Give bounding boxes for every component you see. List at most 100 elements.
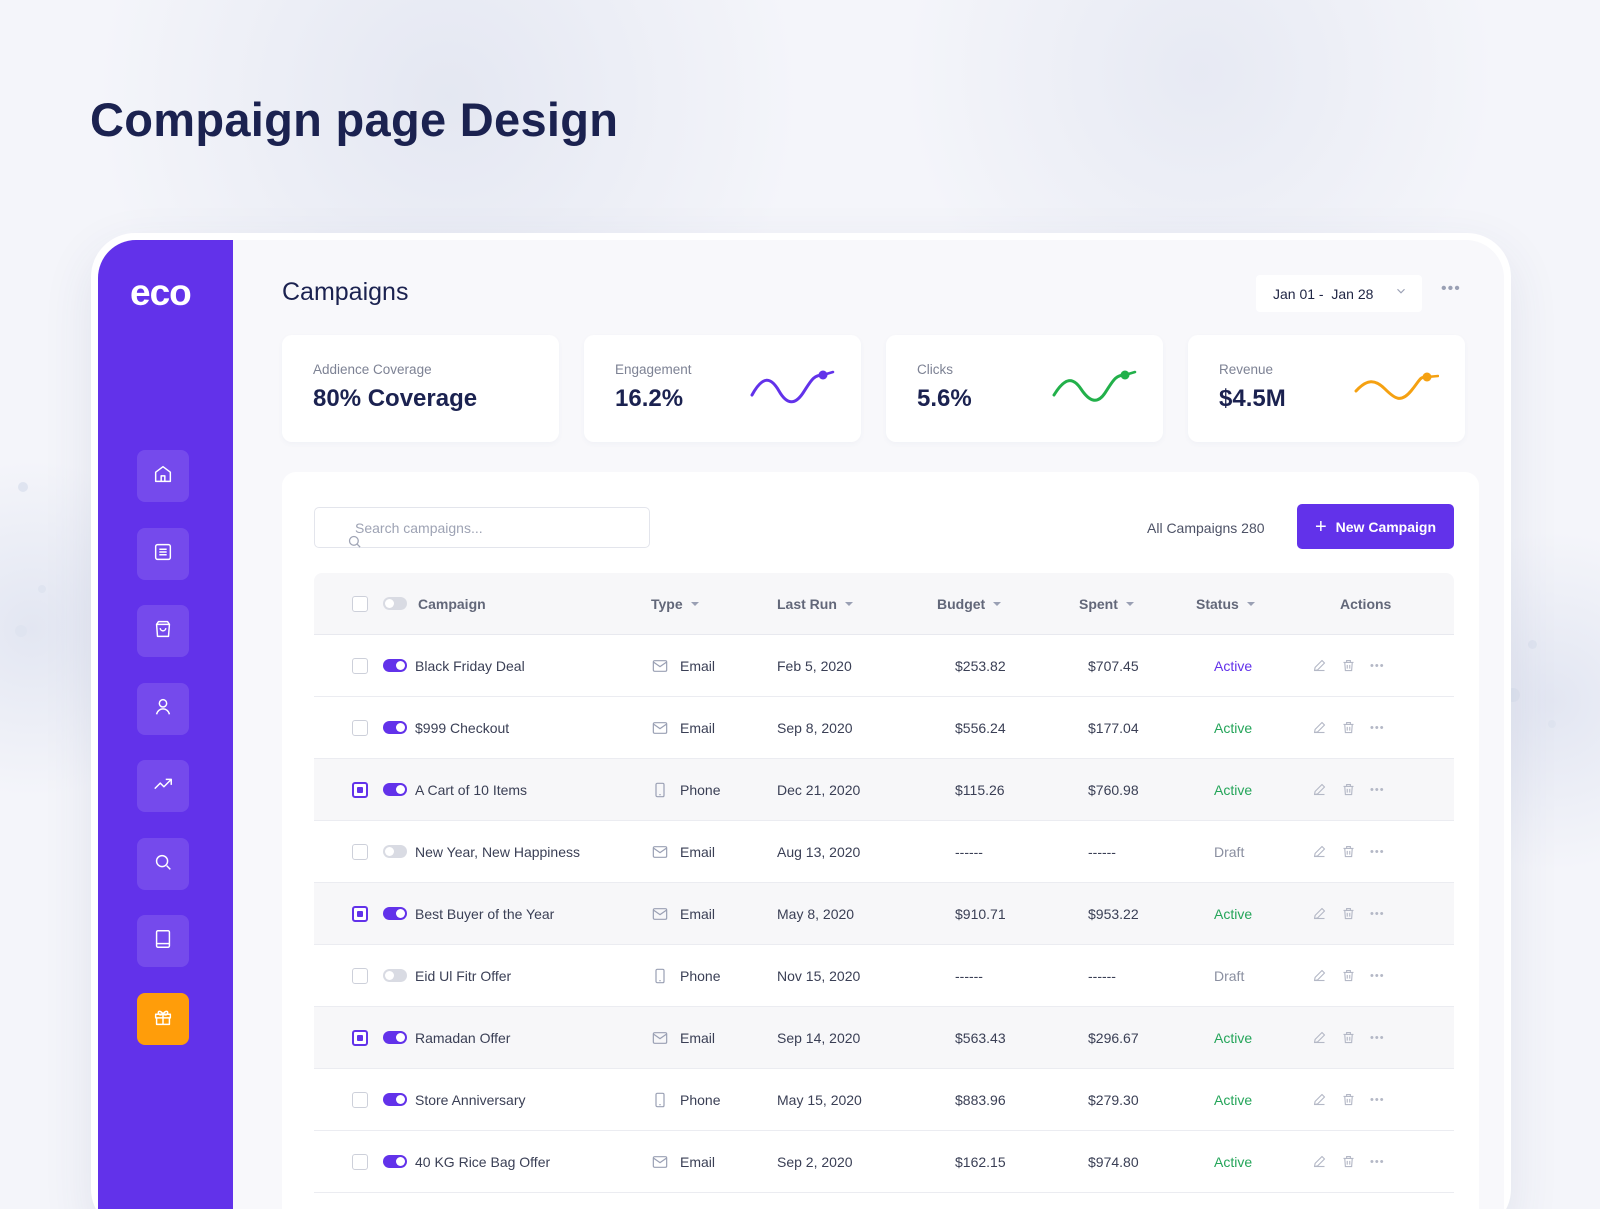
edit-icon[interactable] xyxy=(1312,844,1327,859)
table-row[interactable]: Ramadan Offer Email Sep 14, 2020 $563.43… xyxy=(314,1007,1454,1069)
edit-icon[interactable] xyxy=(1312,720,1327,735)
delete-icon[interactable] xyxy=(1341,968,1356,983)
delete-icon[interactable] xyxy=(1341,658,1356,673)
more-options-icon[interactable]: ••• xyxy=(1370,907,1385,920)
delete-icon[interactable] xyxy=(1341,782,1356,797)
row-checkbox[interactable] xyxy=(352,1029,368,1046)
row-toggle-switch[interactable] xyxy=(383,907,407,920)
table-row[interactable]: 40 KG Rice Bag Offer Email Sep 2, 2020 $… xyxy=(314,1131,1454,1193)
more-options-icon[interactable]: ••• xyxy=(1370,845,1385,858)
nav-item-home[interactable] xyxy=(137,450,189,502)
chevron-down-icon xyxy=(1394,284,1408,301)
row-cell: ------ xyxy=(1088,945,1116,1006)
email-icon xyxy=(651,1155,669,1169)
more-options-icon[interactable]: ••• xyxy=(1370,1031,1385,1044)
delete-icon[interactable] xyxy=(1341,720,1356,735)
nav-item-analytics[interactable] xyxy=(137,760,189,812)
nav-item-shop[interactable] xyxy=(137,605,189,657)
status-badge: Active xyxy=(1214,1153,1253,1170)
row-checkbox[interactable] xyxy=(352,1153,368,1170)
table-row[interactable]: Eid Ul Fitr Offer Phone Nov 15, 2020 ---… xyxy=(314,945,1454,1007)
row-toggle-switch[interactable] xyxy=(383,659,407,672)
column-header-budget[interactable]: Budget xyxy=(937,573,1002,634)
row-cell: $974.80 xyxy=(1088,1131,1139,1192)
status-badge: Active xyxy=(1214,657,1253,674)
row-cell: $162.15 xyxy=(955,1131,1006,1192)
delete-icon[interactable] xyxy=(1341,1092,1356,1107)
edit-icon[interactable] xyxy=(1312,782,1327,797)
campaign-name: 40 KG Rice Bag Offer xyxy=(415,1153,551,1170)
column-header-campaign[interactable]: Campaign xyxy=(418,573,486,634)
row-checkbox[interactable] xyxy=(352,781,368,798)
row-toggle-switch[interactable] xyxy=(383,783,407,796)
delete-icon[interactable] xyxy=(1341,844,1356,859)
campaign-name: A Cart of 10 Items xyxy=(415,781,528,798)
more-options-icon[interactable]: ••• xyxy=(1370,659,1385,672)
delete-icon[interactable] xyxy=(1341,906,1356,921)
row-cell: Email xyxy=(651,635,715,696)
more-options-icon[interactable]: ••• xyxy=(1370,1155,1385,1168)
status-badge: Draft xyxy=(1214,967,1245,984)
delete-icon[interactable] xyxy=(1341,1030,1356,1045)
more-options-icon[interactable]: ••• xyxy=(1370,1093,1385,1106)
row-toggle-switch[interactable] xyxy=(383,721,407,734)
page-title: Campaigns xyxy=(282,278,409,306)
search-input[interactable] xyxy=(315,519,649,536)
edit-icon[interactable] xyxy=(1312,658,1327,673)
row-toggle-switch[interactable] xyxy=(383,1155,407,1168)
edit-icon[interactable] xyxy=(1312,1154,1327,1169)
more-options-icon[interactable]: ••• xyxy=(1441,280,1461,297)
row-checkbox[interactable] xyxy=(352,657,368,674)
row-toggle-switch[interactable] xyxy=(383,1031,407,1044)
stat-card-revenue: Revenue $4.5M xyxy=(1188,335,1465,442)
table-row[interactable]: New Year, New Happiness Email Aug 13, 20… xyxy=(314,821,1454,883)
table-row[interactable]: Best Buyer of the Year Email May 8, 2020… xyxy=(314,883,1454,945)
row-toggle-switch[interactable] xyxy=(383,845,407,858)
toggle-all-switch[interactable] xyxy=(383,597,407,610)
column-header-status[interactable]: Status xyxy=(1196,573,1255,634)
nav-item-book[interactable] xyxy=(137,915,189,967)
table-row[interactable]: Store Anniversary Phone May 15, 2020 $88… xyxy=(314,1069,1454,1131)
new-campaign-button[interactable]: + New Campaign xyxy=(1297,504,1454,549)
decor-dot xyxy=(38,585,46,593)
edit-icon[interactable] xyxy=(1312,1030,1327,1045)
more-options-icon[interactable]: ••• xyxy=(1370,783,1385,796)
stat-card-clicks: Clicks 5.6% xyxy=(886,335,1163,442)
edit-icon[interactable] xyxy=(1312,1092,1327,1107)
row-checkbox[interactable] xyxy=(352,905,368,922)
column-header-last-run[interactable]: Last Run xyxy=(777,573,853,634)
delete-icon[interactable] xyxy=(1341,1154,1356,1169)
row-checkbox[interactable] xyxy=(352,843,368,860)
row-checkbox[interactable] xyxy=(352,719,368,736)
last-run-date: Sep 8, 2020 xyxy=(777,719,853,736)
row-actions: ••• xyxy=(1312,945,1385,1006)
row-toggle-switch[interactable] xyxy=(383,969,407,982)
nav-item-documents[interactable] xyxy=(137,528,189,580)
row-cell: A Cart of 10 Items xyxy=(415,759,527,820)
edit-icon[interactable] xyxy=(1312,906,1327,921)
edit-icon[interactable] xyxy=(1312,968,1327,983)
select-all-checkbox[interactable] xyxy=(352,595,368,612)
table-row[interactable]: Black Friday Deal Email Feb 5, 2020 $253… xyxy=(314,635,1454,697)
status-badge: Draft xyxy=(1214,843,1245,860)
column-header-spent[interactable]: Spent xyxy=(1079,573,1134,634)
more-options-icon[interactable]: ••• xyxy=(1370,969,1385,982)
row-cell: Email xyxy=(651,697,715,758)
row-cell: $883.96 xyxy=(955,1069,1006,1130)
nav-item-search[interactable] xyxy=(137,838,189,890)
logo[interactable]: eco xyxy=(130,272,192,313)
row-checkbox[interactable] xyxy=(352,1091,368,1108)
table-row[interactable]: A Cart of 10 Items Phone Dec 21, 2020 $1… xyxy=(314,759,1454,821)
table-row[interactable]: $999 Checkout Email Sep 8, 2020 $556.24 … xyxy=(314,697,1454,759)
row-cell xyxy=(383,759,407,820)
campaign-type: Email xyxy=(680,905,716,922)
campaign-name: Store Anniversary xyxy=(415,1091,526,1108)
nav-item-users[interactable] xyxy=(137,683,189,735)
column-header-type[interactable]: Type xyxy=(651,573,699,634)
row-toggle-switch[interactable] xyxy=(383,1093,407,1106)
row-checkbox[interactable] xyxy=(352,967,368,984)
date-range-picker[interactable]: Jan 01 - Jan 28 xyxy=(1256,275,1422,312)
nav-item-campaigns[interactable] xyxy=(137,993,189,1045)
more-options-icon[interactable]: ••• xyxy=(1370,721,1385,734)
row-cell xyxy=(383,945,407,1006)
